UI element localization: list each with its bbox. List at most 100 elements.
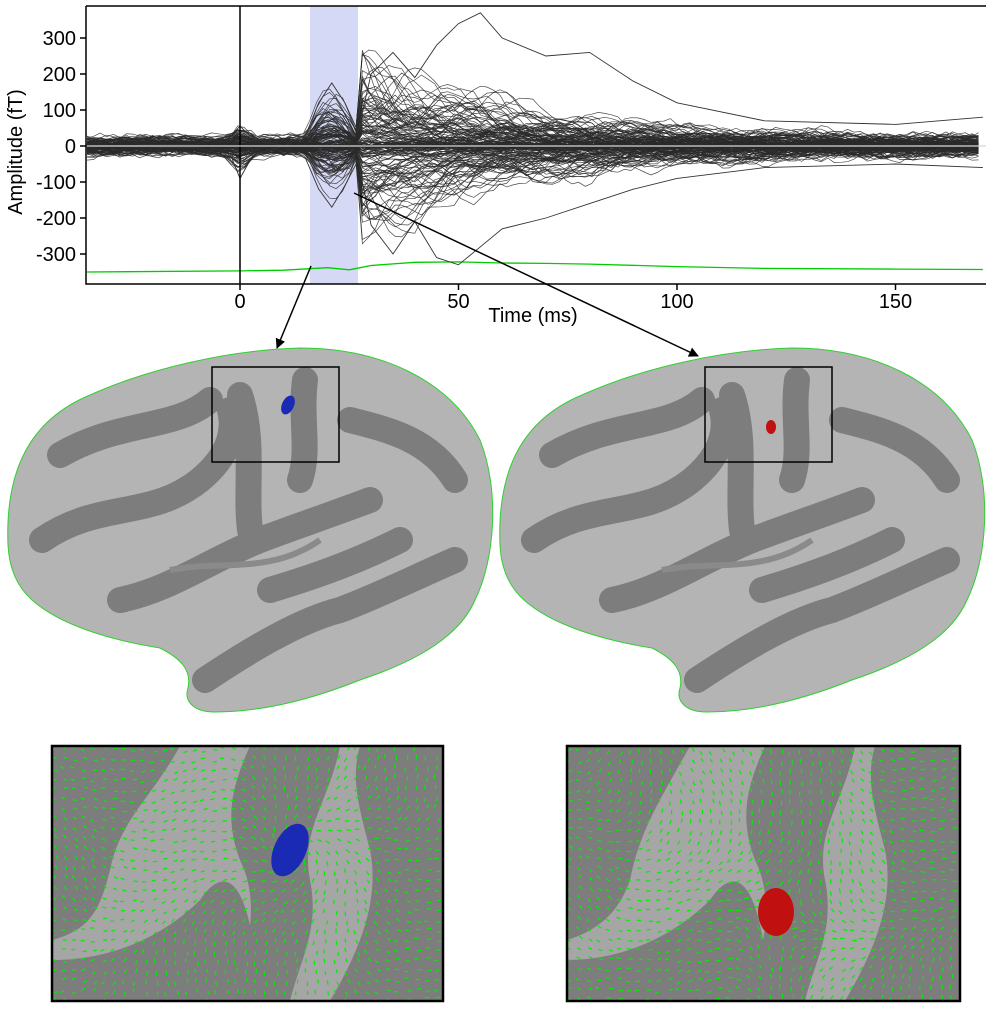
vector-arrow <box>210 859 215 862</box>
vector-arrow <box>730 828 733 834</box>
vector-arrow <box>181 839 187 843</box>
vector-arrow <box>696 969 702 973</box>
vector-arrow <box>184 928 187 933</box>
vector-arrow <box>63 886 68 891</box>
vector-arrow <box>596 939 601 943</box>
vector-arrow <box>870 760 875 764</box>
vector-arrow <box>686 909 692 912</box>
vector-arrow <box>336 765 340 770</box>
vector-arrow <box>364 931 368 936</box>
vector-arrow <box>938 918 944 922</box>
vector-arrow <box>416 847 421 850</box>
vector-arrow <box>374 890 378 895</box>
vector-arrow <box>415 797 419 802</box>
vector-arrow <box>871 851 875 856</box>
vector-arrow <box>374 776 378 781</box>
vector-arrow <box>607 789 612 794</box>
vector-arrow <box>732 751 736 756</box>
vector-arrow <box>394 990 399 993</box>
vector-arrow <box>670 789 673 795</box>
vector-arrow <box>778 859 783 864</box>
vector-arrow <box>568 836 573 840</box>
vector-arrow <box>293 887 299 892</box>
vector-arrow <box>104 990 109 995</box>
vector-arrow <box>251 836 257 840</box>
vector-arrow <box>629 791 632 796</box>
vector-arrow <box>171 918 175 923</box>
vector-arrow <box>798 887 801 894</box>
vector-arrow <box>618 997 623 1000</box>
vector-arrow <box>344 766 348 771</box>
vector-arrow <box>193 800 198 804</box>
vector-arrow <box>316 757 320 762</box>
vector-arrow <box>596 917 601 921</box>
vector-arrow <box>931 759 936 762</box>
vector-arrow <box>305 941 309 946</box>
vector-arrow <box>701 770 706 775</box>
vector-arrow <box>588 830 593 833</box>
vector-arrow <box>578 885 582 890</box>
vector-arrow <box>216 959 219 964</box>
vector-arrow <box>355 754 359 759</box>
vector-arrow <box>759 850 764 855</box>
vector-arrow <box>374 940 379 944</box>
vector-arrow <box>135 968 138 973</box>
vector-arrow <box>679 799 682 804</box>
vector-arrow <box>181 887 187 891</box>
vector-arrow <box>707 928 713 930</box>
vector-arrow <box>635 989 640 992</box>
vector-arrow <box>809 860 813 866</box>
vector-arrow <box>259 889 265 893</box>
vector-arrow <box>415 900 420 903</box>
vector-arrow <box>597 925 602 929</box>
vector-arrow <box>577 916 582 921</box>
vector-arrow <box>151 879 156 882</box>
vector-arrow <box>139 900 145 903</box>
vector-arrow <box>219 757 225 760</box>
vector-arrow <box>919 778 924 781</box>
vector-arrow <box>708 750 712 756</box>
vector-arrow <box>173 841 179 844</box>
vector-arrow <box>315 928 319 934</box>
vector-arrow <box>666 840 670 845</box>
vector-arrow <box>61 969 66 972</box>
vector-arrow <box>820 868 823 874</box>
vector-arrow <box>376 968 382 972</box>
vector-arrow <box>262 911 267 915</box>
vector-arrow <box>942 768 947 771</box>
vector-arrow <box>365 817 370 820</box>
vector-arrow <box>63 756 68 760</box>
vector-arrow <box>851 974 856 979</box>
vector-arrow <box>374 991 379 995</box>
vector-arrow <box>436 949 441 952</box>
vector-arrow <box>720 768 724 773</box>
vector-arrow <box>269 889 275 893</box>
vector-arrow <box>646 858 651 861</box>
vector-arrow <box>396 786 400 791</box>
vector-arrow <box>405 839 411 842</box>
vector-arrow <box>145 958 148 964</box>
vector-arrow <box>859 966 864 971</box>
vector-arrow <box>212 869 217 873</box>
vector-arrow <box>225 941 228 946</box>
vector-arrow <box>112 848 118 852</box>
vector-arrow <box>881 828 886 833</box>
vector-arrow <box>165 971 168 976</box>
vector-arrow <box>569 845 574 850</box>
vector-arrow <box>110 957 115 962</box>
vector-arrow <box>716 838 720 843</box>
vector-arrow <box>83 825 88 829</box>
vector-arrow <box>90 780 95 783</box>
vector-arrow <box>81 987 86 991</box>
vector-arrow <box>183 878 188 882</box>
vector-arrow <box>101 758 106 761</box>
vector-arrow <box>322 897 325 903</box>
vector-arrow <box>383 888 388 892</box>
vector-arrow <box>160 797 165 801</box>
vector-arrow <box>770 760 773 765</box>
vector-arrow <box>306 776 310 781</box>
vector-arrow <box>192 921 196 926</box>
vector-arrow <box>252 899 257 903</box>
vector-arrow <box>123 866 128 869</box>
